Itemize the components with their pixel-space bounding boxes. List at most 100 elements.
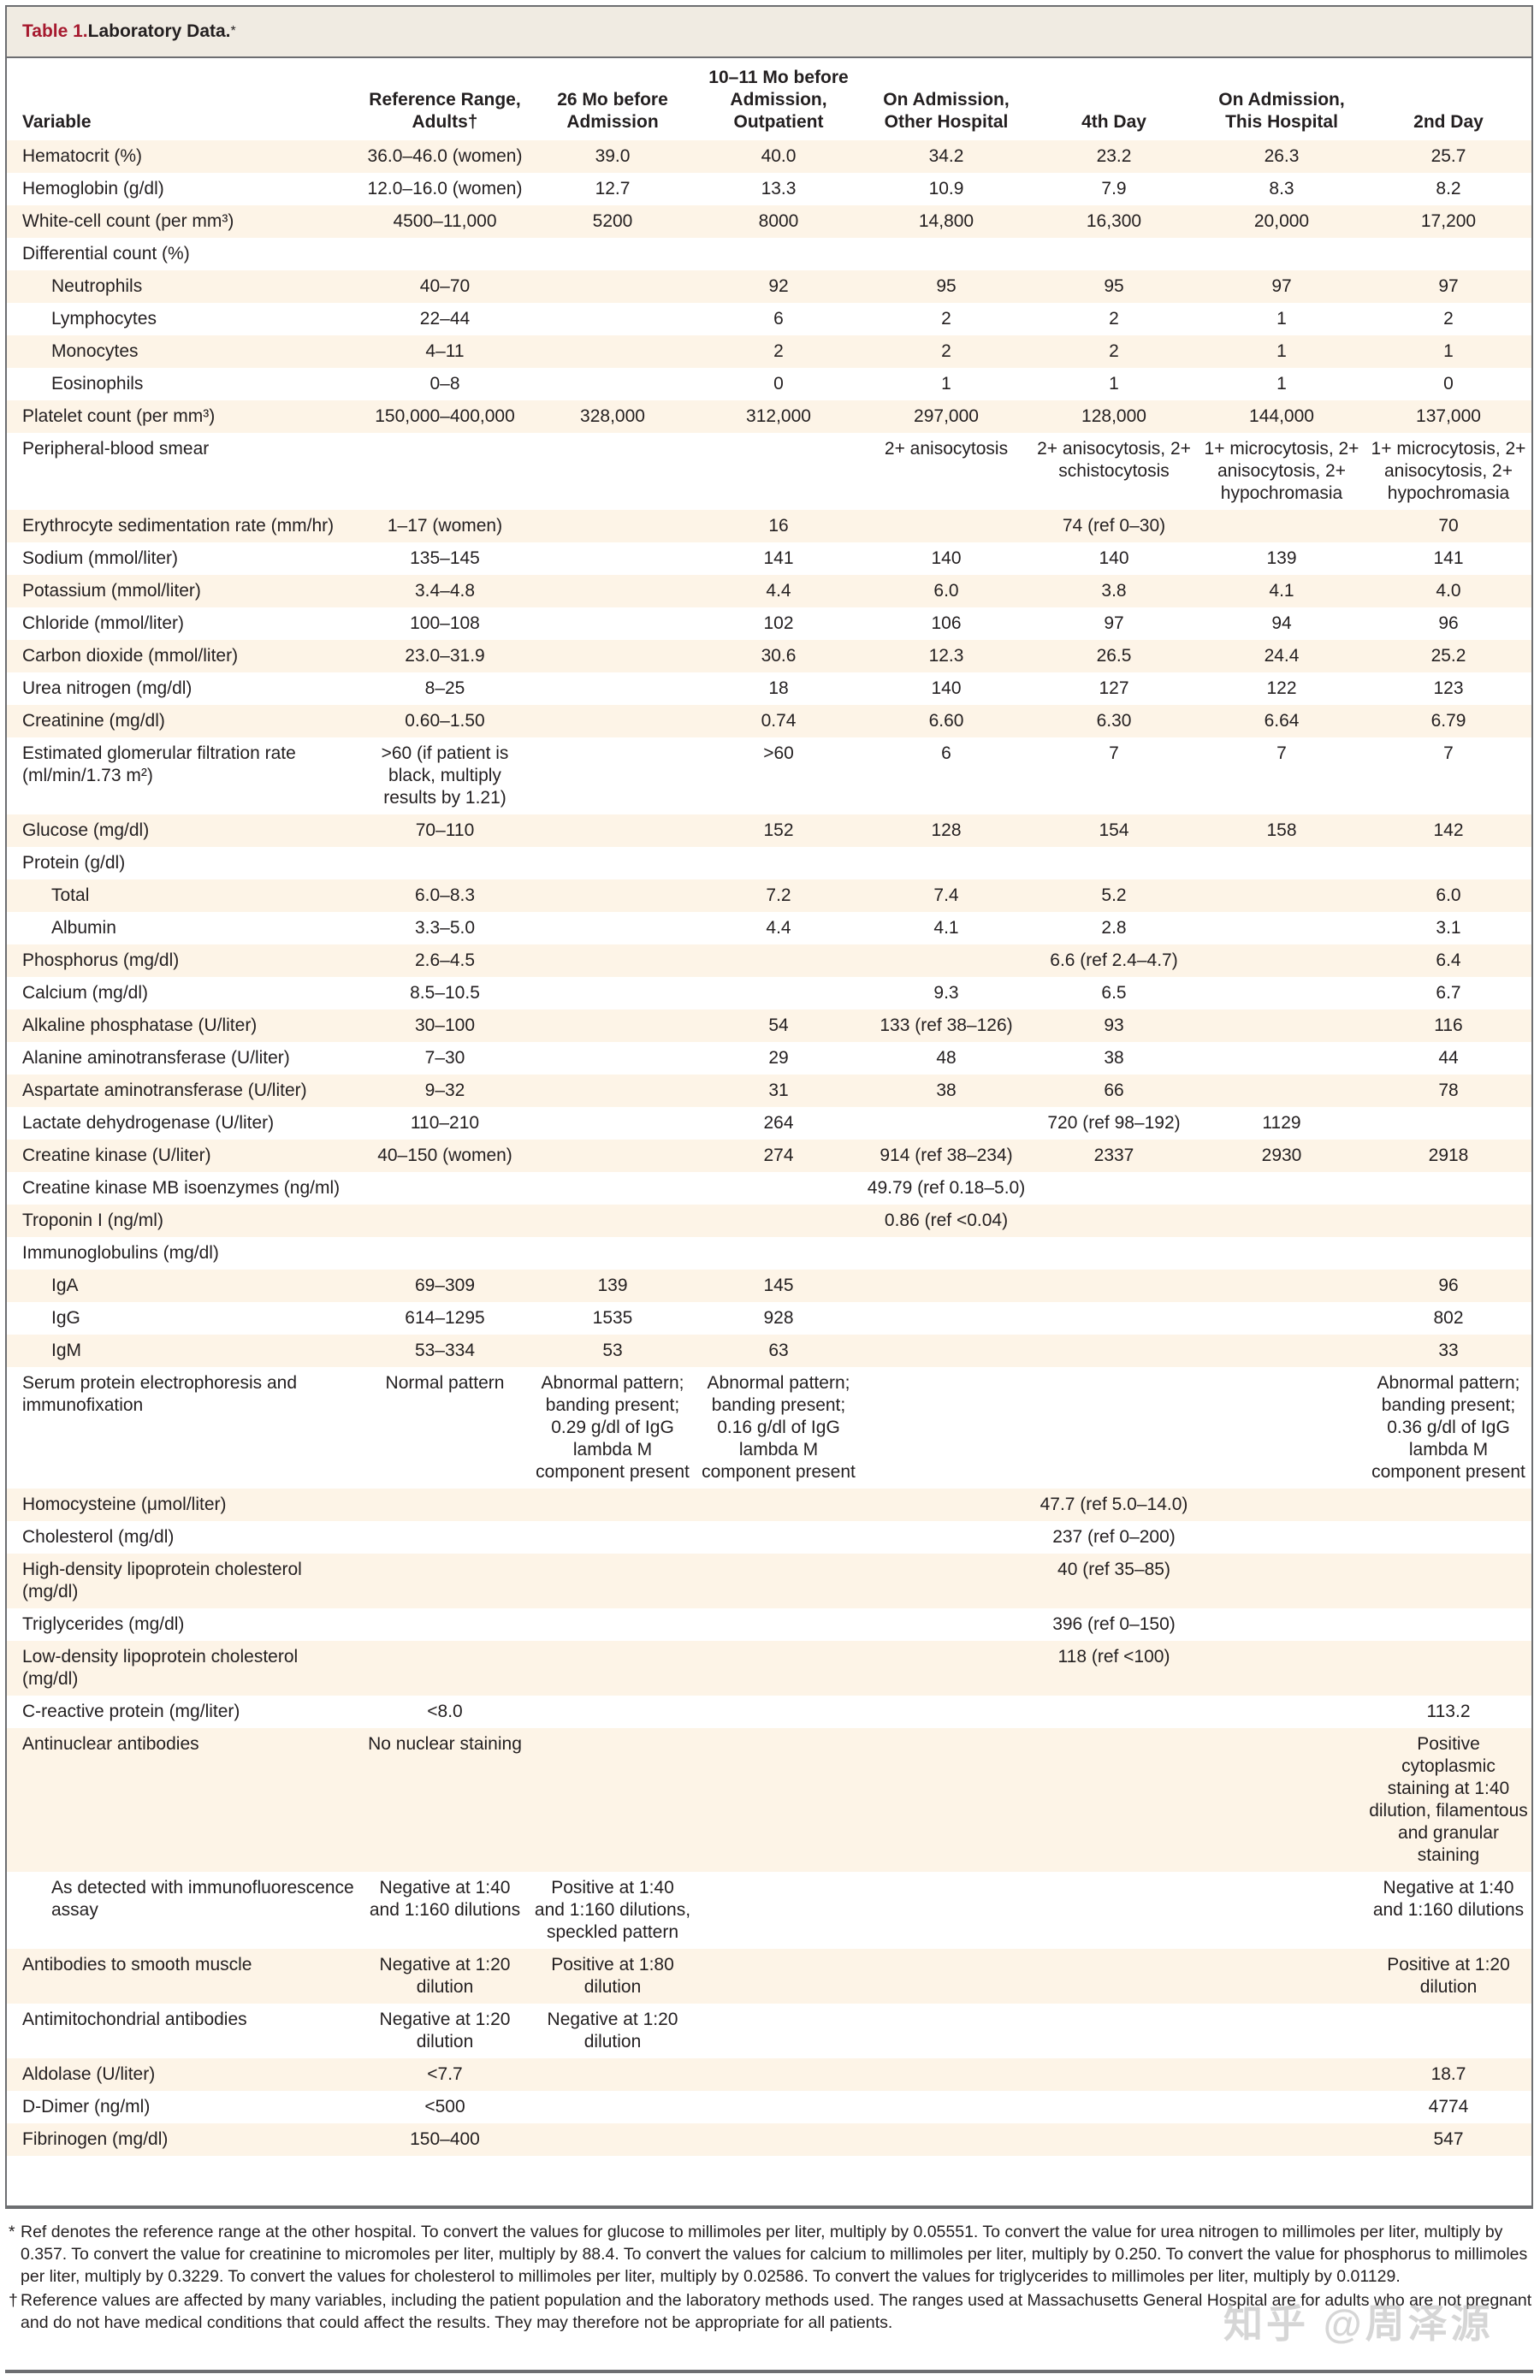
- cell-10-11-mo-before: [695, 2058, 862, 2091]
- cell-10-11-mo-before: 16: [695, 510, 862, 542]
- cell-26-mo-before: [530, 1172, 695, 1205]
- cell-variable: Protein (g/dl): [22, 853, 126, 873]
- cell-26-mo-before: [530, 575, 695, 607]
- cell-admission-other-hospital: 2: [941, 309, 951, 329]
- footnotes: * Ref denotes the reference range at the …: [5, 2221, 1533, 2336]
- cell-admission-other-hospital: 14,800: [862, 205, 1030, 238]
- cell-admission-other-hospital: 128: [862, 814, 1030, 847]
- cell-admission-other-hospital: [862, 1949, 1030, 2004]
- cell-admission-other-hospital: 4.1: [933, 918, 959, 938]
- cell-reference-range: 614–1295: [405, 1308, 485, 1328]
- cell-reference-range: 7–30: [424, 1048, 465, 1068]
- cell-variable: C-reactive protein (mg/liter): [22, 1702, 240, 1721]
- cell-admission-this-hospital: [1198, 847, 1365, 879]
- cell-admission-this-hospital: [1198, 1042, 1365, 1075]
- cell-admission-this-hospital: [1198, 879, 1365, 912]
- table-row: Lactate dehydrogenase (U/liter) 110–210 26…: [7, 1107, 1531, 1140]
- table-row: Sodium (mmol/liter) 135–145 141 140 140 139 14…: [7, 542, 1531, 575]
- cell-admission-this-hospital: [1198, 912, 1365, 944]
- cell-admission-other-hospital: 0.86 (ref <0.04): [862, 1205, 1030, 1237]
- cell-26-mo-before: 328,000: [530, 400, 695, 433]
- column-header-admission-this-hospital: On Admission, This Hospital: [1218, 90, 1345, 132]
- cell-26-mo-before: [530, 1107, 695, 1140]
- table-row: Low-density lipoprotein cholesterol (mg/…: [7, 1641, 1531, 1696]
- cell-admission-other-hospital: [862, 1367, 1030, 1489]
- cell-admission-other-hospital: [862, 2004, 1030, 2058]
- cell-10-11-mo-before: 54: [695, 1009, 862, 1042]
- cell-admission-other-hospital: 38: [862, 1075, 1030, 1107]
- cell-4th-day: 26.5: [1030, 640, 1198, 672]
- cell-26-mo-before: [530, 847, 695, 879]
- cell-admission-other-hospital: [862, 1608, 1030, 1641]
- cell-variable: Antibodies to smooth muscle: [7, 1949, 359, 2004]
- cell-admission-this-hospital: 1: [1198, 335, 1365, 368]
- cell-reference-range: 22–44: [419, 309, 471, 329]
- cell-26-mo-before: 12.7: [595, 179, 631, 198]
- cell-4th-day: [1030, 238, 1198, 270]
- cell-admission-this-hospital: 2930: [1198, 1140, 1365, 1172]
- cell-2nd-day: 123: [1433, 678, 1464, 698]
- cell-2nd-day: Positive cytoplasmic staining at 1:40 di…: [1365, 1728, 1531, 1872]
- cell-10-11-mo-before: 152: [695, 814, 862, 847]
- table-row: Troponin I (ng/ml) 0.86 (ref <0.04): [7, 1205, 1531, 1237]
- cell-admission-other-hospital: 914 (ref 38–234): [862, 1140, 1030, 1172]
- cell-26-mo-before: [530, 672, 695, 705]
- cell-26-mo-before: [530, 1554, 695, 1608]
- cell-4th-day: 74 (ref 0–30): [1030, 510, 1198, 542]
- cell-26-mo-before: [530, 1237, 695, 1270]
- cell-reference-range: 36.0–46.0 (women): [359, 140, 530, 173]
- cell-26-mo-before: [530, 2123, 695, 2156]
- cell-4th-day: [1030, 1367, 1198, 1489]
- cell-2nd-day: 4.0: [1365, 575, 1531, 607]
- cell-4th-day: 6.6 (ref 2.4–4.7): [1030, 944, 1198, 977]
- cell-admission-other-hospital: 297,000: [862, 400, 1030, 433]
- cell-2nd-day: 6.0: [1365, 879, 1531, 912]
- cell-reference-range: 70–110: [359, 814, 530, 847]
- cell-26-mo-before: [530, 1608, 695, 1641]
- cell-2nd-day: 6.4: [1365, 944, 1531, 977]
- cell-reference-range: [359, 1205, 530, 1237]
- cell-10-11-mo-before: [695, 238, 862, 270]
- cell-26-mo-before: Negative at 1:20 dilution: [547, 2010, 678, 2051]
- cell-4th-day: 1: [1109, 374, 1119, 394]
- cell-4th-day: [1030, 1302, 1198, 1335]
- cell-reference-range: [359, 1554, 530, 1608]
- table-row: Erythrocyte sedimentation rate (mm/hr) 1–…: [7, 510, 1531, 542]
- cell-reference-range: 1–17 (women): [359, 510, 530, 542]
- cell-variable: Urea nitrogen (mg/dl): [22, 678, 192, 698]
- cell-26-mo-before: [530, 912, 695, 944]
- cell-4th-day: [1030, 1696, 1198, 1728]
- cell-2nd-day: 113.2: [1426, 1702, 1471, 1721]
- cell-10-11-mo-before: [695, 2004, 862, 2058]
- cell-10-11-mo-before: 29: [768, 1048, 789, 1068]
- cell-variable: Albumin: [51, 918, 116, 938]
- cell-4th-day: [1030, 2091, 1198, 2123]
- cell-reference-range: <500: [424, 2097, 465, 2117]
- cell-admission-this-hospital: [1198, 1728, 1365, 1872]
- cell-variable: Sodium (mmol/liter): [22, 548, 179, 568]
- cell-reference-range: 150,000–400,000: [359, 400, 530, 433]
- table-row: Estimated glomerular filtration rate (ml…: [7, 737, 1531, 814]
- cell-variable: IgM: [7, 1335, 359, 1367]
- cell-26-mo-before: [530, 368, 695, 400]
- cell-4th-day: 7.9: [1101, 179, 1127, 198]
- cell-10-11-mo-before: [695, 1554, 862, 1608]
- cell-4th-day: 2337: [1030, 1140, 1198, 1172]
- table-header-row: Variable Reference Range, Adults† 26 Mo …: [7, 58, 1531, 140]
- cell-admission-this-hospital: 8.3: [1269, 179, 1294, 198]
- cell-admission-other-hospital: [862, 2123, 1030, 2156]
- table-row: C-reactive protein (mg/liter) <8.0 113.2: [7, 1696, 1531, 1728]
- cell-2nd-day: Negative at 1:40 and 1:160 dilutions: [1372, 1878, 1525, 1920]
- cell-10-11-mo-before: 102: [763, 613, 794, 633]
- cell-variable: High-density lipoprotein cholesterol (mg…: [7, 1554, 359, 1608]
- cell-variable: Total: [7, 879, 359, 912]
- cell-10-11-mo-before: 63: [695, 1335, 862, 1367]
- cell-10-11-mo-before: 264: [763, 1113, 794, 1133]
- cell-variable: Hematocrit (%): [7, 140, 359, 173]
- cell-admission-this-hospital: 122: [1266, 678, 1297, 698]
- cell-4th-day: 97: [1104, 613, 1124, 633]
- cell-admission-other-hospital: 10.9: [928, 179, 964, 198]
- cell-4th-day: 128,000: [1030, 400, 1198, 433]
- cell-4th-day: 118 (ref <100): [1030, 1641, 1198, 1696]
- cell-26-mo-before: [530, 1205, 695, 1237]
